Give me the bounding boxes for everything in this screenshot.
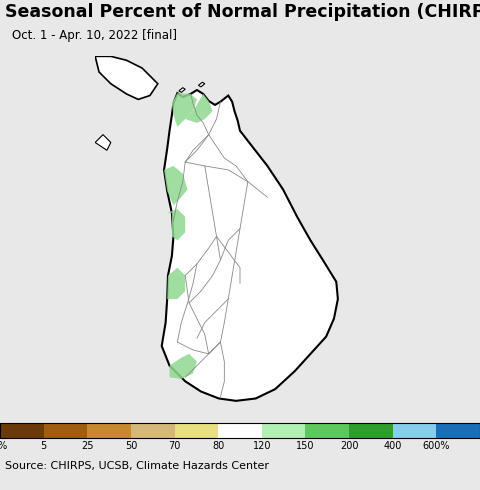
Polygon shape bbox=[169, 354, 197, 379]
Bar bbox=[436, 423, 480, 438]
Bar bbox=[44, 423, 87, 438]
Bar bbox=[0, 423, 44, 438]
Text: 25: 25 bbox=[81, 441, 94, 451]
Polygon shape bbox=[162, 90, 338, 401]
Text: 600%: 600% bbox=[422, 441, 450, 451]
Polygon shape bbox=[199, 82, 205, 87]
Polygon shape bbox=[95, 56, 158, 99]
Bar bbox=[131, 423, 175, 438]
Bar bbox=[87, 423, 131, 438]
Text: 80: 80 bbox=[212, 441, 224, 451]
Text: 200: 200 bbox=[340, 441, 359, 451]
Text: Source: CHIRPS, UCSB, Climate Hazards Center: Source: CHIRPS, UCSB, Climate Hazards Ce… bbox=[5, 461, 269, 471]
Polygon shape bbox=[95, 135, 111, 150]
Text: 0%: 0% bbox=[0, 441, 8, 451]
Polygon shape bbox=[185, 94, 213, 123]
Polygon shape bbox=[164, 166, 188, 205]
Polygon shape bbox=[172, 93, 197, 127]
Text: 50: 50 bbox=[125, 441, 137, 451]
Polygon shape bbox=[167, 209, 185, 240]
Text: Seasonal Percent of Normal Precipitation (CHIRPS): Seasonal Percent of Normal Precipitation… bbox=[5, 3, 480, 21]
Bar bbox=[0, 423, 480, 438]
Text: 150: 150 bbox=[296, 441, 315, 451]
Bar bbox=[305, 423, 349, 438]
Text: Oct. 1 - Apr. 10, 2022 [final]: Oct. 1 - Apr. 10, 2022 [final] bbox=[12, 29, 177, 42]
Text: 5: 5 bbox=[40, 441, 47, 451]
Bar bbox=[262, 423, 305, 438]
Text: 70: 70 bbox=[168, 441, 181, 451]
Polygon shape bbox=[179, 88, 185, 93]
Bar bbox=[349, 423, 393, 438]
Bar bbox=[175, 423, 218, 438]
Polygon shape bbox=[167, 268, 185, 299]
Text: 400: 400 bbox=[384, 441, 402, 451]
Bar bbox=[393, 423, 436, 438]
Text: 120: 120 bbox=[252, 441, 271, 451]
Bar bbox=[218, 423, 262, 438]
